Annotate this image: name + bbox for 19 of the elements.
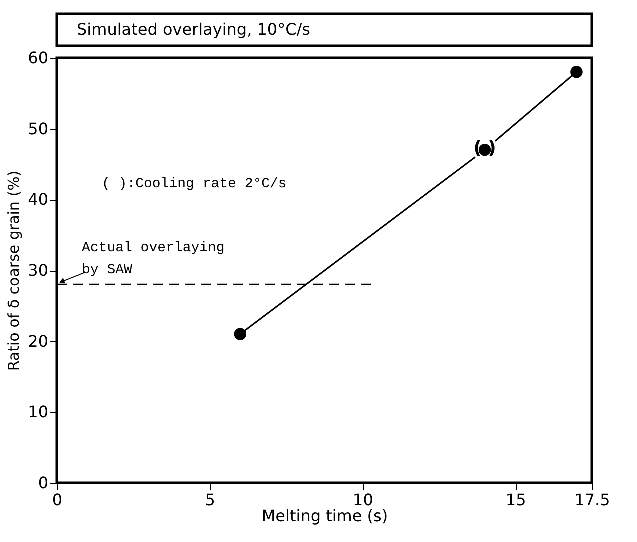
y-tick-label: 10 <box>28 402 48 422</box>
y-tick-label: 60 <box>28 48 48 68</box>
point <box>570 66 583 78</box>
y-tick-label: 40 <box>28 190 48 210</box>
y-tick-label: 0 <box>38 474 48 492</box>
annotation: Actual overlaying by SAW <box>82 240 225 279</box>
point <box>234 328 247 340</box>
x-tick-label: 5 <box>205 490 216 510</box>
y-axis-title: Ratio of δ coarse grain (%) <box>5 170 24 372</box>
annotation: ( ):Cooling rate 2°C/s <box>102 176 287 193</box>
x-tick-label: 0 <box>52 490 63 510</box>
y-tick-label: 30 <box>28 261 48 280</box>
x-tick-label: 15 <box>506 490 526 510</box>
x-axis-title: Melting time (s) <box>262 506 388 526</box>
x-tick-label: 17.5 <box>574 490 610 510</box>
y-tick-label: 50 <box>28 119 48 138</box>
y-tick-label: 20 <box>28 332 48 351</box>
chart-title: Simulated overlaying, 10°C/s <box>77 20 311 39</box>
x-tick-label: 10 <box>353 490 374 510</box>
